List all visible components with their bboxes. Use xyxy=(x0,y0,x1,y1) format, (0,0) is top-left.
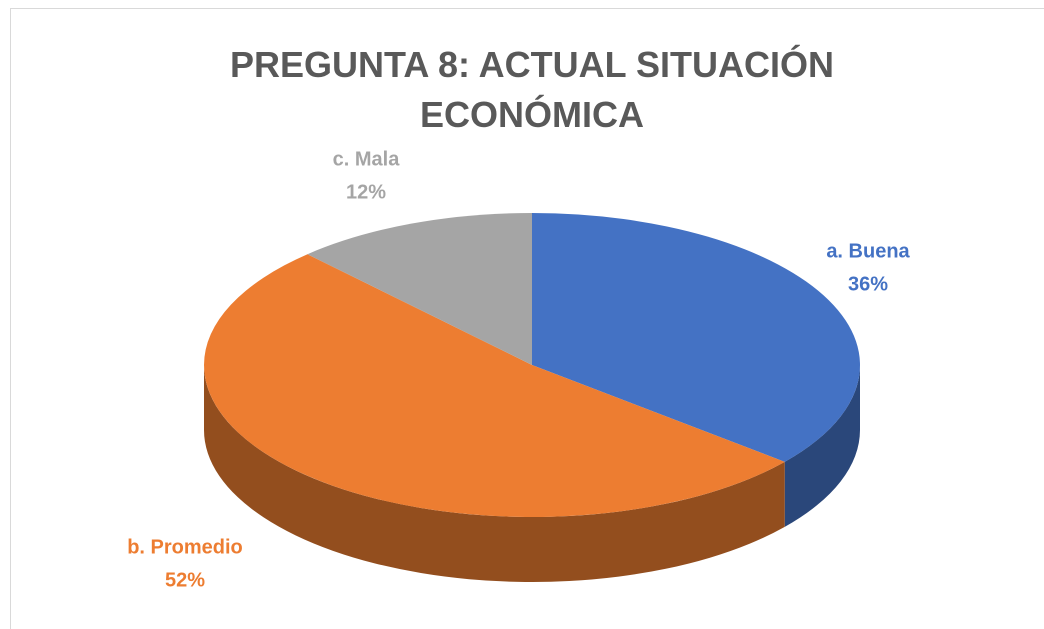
slice xyxy=(307,213,532,365)
chart-title: PREGUNTA 8: ACTUAL SITUACIÓN ECONÓMICA xyxy=(229,44,834,135)
category-label: a. Buena xyxy=(826,240,910,262)
chart-frame xyxy=(10,8,1044,629)
slice-side xyxy=(784,365,860,527)
slice xyxy=(204,254,785,517)
slice xyxy=(532,213,861,462)
category-label: c. Mala xyxy=(333,148,401,170)
slice-side xyxy=(204,365,785,582)
value-label: 52% xyxy=(165,569,205,591)
category-label: b. Promedio xyxy=(127,536,243,558)
value-label: 12% xyxy=(346,181,386,203)
value-label: 36% xyxy=(848,273,888,295)
